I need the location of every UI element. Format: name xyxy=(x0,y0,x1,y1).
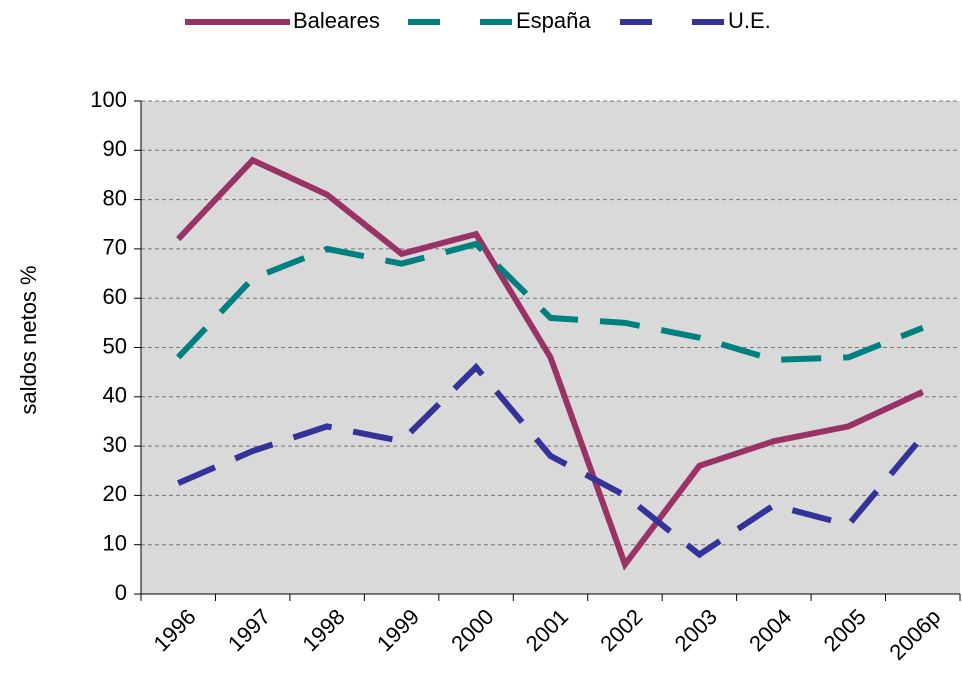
x-tick-label: 2003 xyxy=(670,604,722,656)
y-tick-label: 30 xyxy=(103,432,127,457)
x-tick-label: 1998 xyxy=(297,604,349,656)
x-tick-label: 2004 xyxy=(744,604,796,656)
y-tick-label: 50 xyxy=(103,333,127,358)
series-line xyxy=(176,156,925,571)
y-tick-label: 90 xyxy=(103,136,127,161)
y-tick-label: 40 xyxy=(103,383,127,408)
x-tick-label: 2005 xyxy=(819,604,871,656)
x-tick-label: 2002 xyxy=(595,604,647,656)
y-tick-label: 80 xyxy=(103,185,127,210)
y-tick-label: 20 xyxy=(103,481,127,506)
x-tick-label: 2001 xyxy=(521,604,573,656)
x-tick-label: 1997 xyxy=(223,604,275,656)
y-tick-label: 100 xyxy=(90,87,127,112)
x-tick-label: 2006p xyxy=(884,604,945,665)
series-line xyxy=(176,240,924,363)
legend-label: U.E. xyxy=(728,8,771,33)
legend-label: Baleares xyxy=(293,8,380,33)
legend-label: España xyxy=(516,8,591,33)
x-tick-label: 1996 xyxy=(148,604,200,656)
x-tick-label: 1999 xyxy=(372,604,424,656)
x-tick-label: 2000 xyxy=(446,604,498,656)
y-tick-label: 60 xyxy=(103,284,127,309)
y-tick-label: 0 xyxy=(115,580,127,605)
y-tick-label: 70 xyxy=(103,235,127,260)
series-line xyxy=(177,362,926,559)
y-axis-label: saldos netos % xyxy=(16,265,41,414)
y-tick-label: 10 xyxy=(103,531,127,556)
